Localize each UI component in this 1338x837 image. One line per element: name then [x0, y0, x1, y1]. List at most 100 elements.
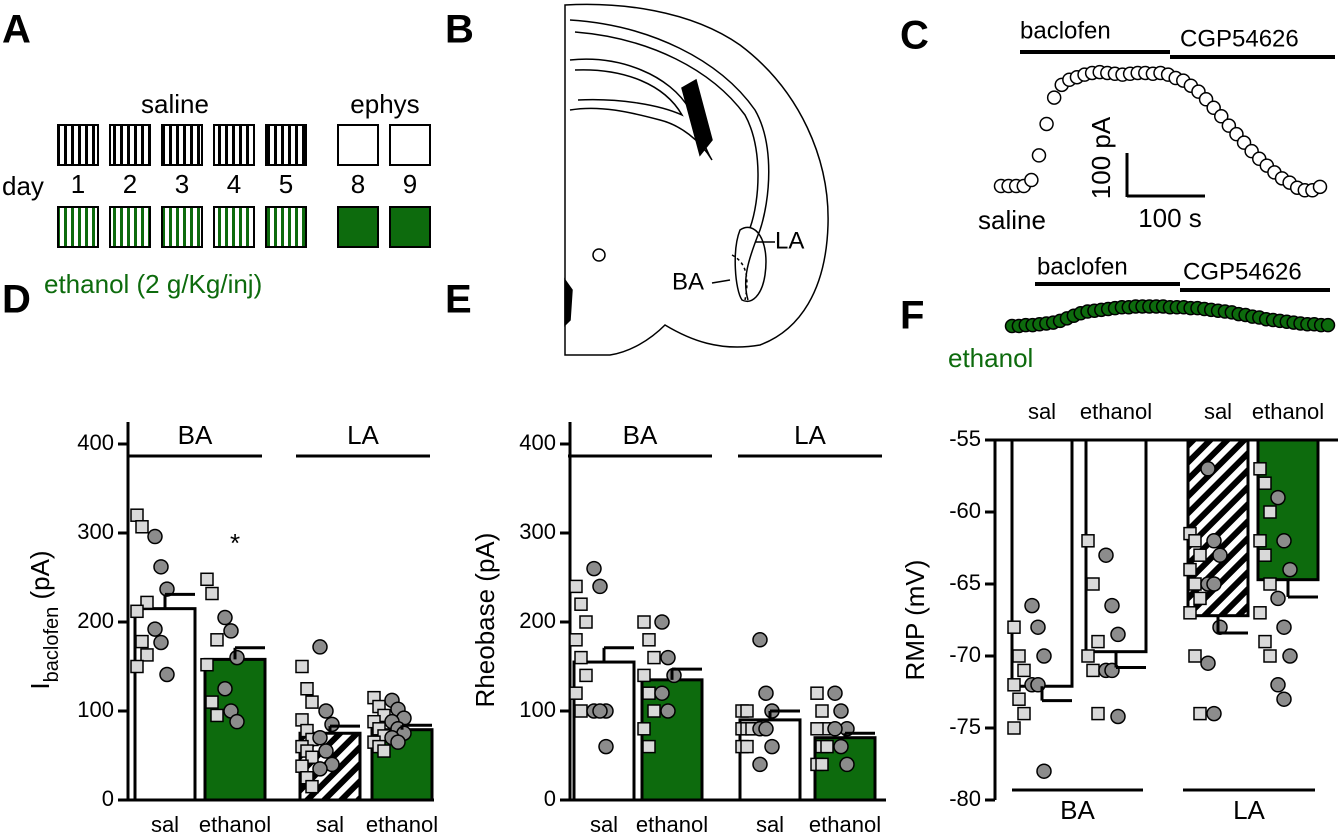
- point-circle: [390, 734, 406, 750]
- point-circle: [1036, 763, 1052, 779]
- point-circle: [312, 729, 328, 746]
- point-circle: [764, 738, 780, 755]
- point-circle: [839, 756, 855, 773]
- ethanol-box: [57, 206, 99, 248]
- y-tick-label: -75: [949, 714, 981, 739]
- y-tick-label: -65: [949, 570, 981, 595]
- trace-point: [1214, 109, 1229, 124]
- y-tick-label: 200: [519, 608, 556, 633]
- point-square: [647, 704, 661, 718]
- brain-section: [564, 3, 829, 356]
- point-circle: [827, 721, 843, 737]
- point-circle: [1036, 648, 1052, 664]
- point-circle: [654, 685, 670, 701]
- y-tick-label: 300: [77, 519, 114, 544]
- point-circle: [1200, 461, 1216, 477]
- category-label: sal: [1204, 399, 1232, 424]
- point-circle: [1110, 708, 1126, 725]
- point-square: [1193, 706, 1207, 721]
- annotation: *: [230, 528, 240, 558]
- point-square: [140, 595, 154, 610]
- y-tick-label: 300: [519, 519, 556, 544]
- scale-x: 100 s: [1138, 203, 1202, 233]
- point-square: [637, 668, 651, 683]
- panel-label: F: [900, 294, 924, 338]
- day-number: 2: [123, 169, 137, 199]
- ethanol-box: [337, 206, 379, 248]
- ethanol-box: [213, 206, 255, 248]
- y-tick-label: 400: [519, 430, 556, 455]
- bar: [203, 657, 267, 802]
- point-circle: [1276, 691, 1292, 707]
- point-square: [810, 686, 824, 700]
- point-circle: [223, 623, 239, 639]
- group-label: BA: [1060, 795, 1095, 825]
- day-number: 1: [71, 169, 85, 199]
- saline-box: [389, 124, 431, 166]
- scale-y: 100 pA: [1086, 116, 1116, 199]
- point-square: [740, 739, 754, 754]
- ethanol-box: [389, 206, 431, 248]
- point-square: [569, 686, 583, 700]
- point-square: [642, 633, 656, 647]
- point-square: [1086, 663, 1100, 678]
- point-square: [295, 759, 309, 773]
- point-square: [1258, 634, 1272, 649]
- point-circle: [318, 743, 334, 759]
- y-label-part: (pA): [25, 550, 55, 606]
- ethanol-box: [265, 206, 307, 248]
- category-label: ethanol: [199, 812, 271, 837]
- day-number: 3: [175, 169, 189, 199]
- point-square: [569, 633, 583, 647]
- saline-box: [265, 124, 307, 166]
- point-square: [1193, 548, 1207, 562]
- point-square: [569, 579, 583, 594]
- point-square: [1258, 476, 1272, 490]
- point-circle: [324, 716, 340, 733]
- charts: 0 100 200 300 400 Ibaclofen (pA) BA LA sal ethano…: [25, 399, 1338, 837]
- day-number: 4: [227, 169, 241, 199]
- trace-point: [1320, 317, 1336, 333]
- point-circle: [147, 528, 163, 545]
- point-square: [1263, 577, 1277, 591]
- point-circle: [229, 713, 245, 730]
- point-square: [1017, 706, 1031, 721]
- ephys-label: ephys: [350, 89, 419, 119]
- point-square: [305, 750, 319, 765]
- point-circle: [654, 614, 670, 630]
- category-label: ethanol: [1252, 399, 1324, 424]
- y-tick-label: 200: [77, 608, 114, 633]
- drug-label: CGP54626: [1180, 25, 1299, 52]
- point-circle: [592, 578, 608, 595]
- group-label: BA: [178, 420, 213, 450]
- category-label: sal: [1028, 399, 1056, 424]
- point-square: [1081, 649, 1095, 663]
- bar: [1084, 438, 1148, 654]
- point-circle: [1282, 648, 1298, 664]
- point-square: [1263, 505, 1277, 519]
- point-circle: [1270, 677, 1286, 693]
- point-square: [637, 722, 651, 736]
- category-label: sal: [151, 812, 179, 837]
- point-circle: [833, 738, 849, 755]
- point-circle: [159, 581, 175, 597]
- point-square: [305, 695, 319, 709]
- category-label: sal: [590, 812, 618, 837]
- y-axis-label: RMP (mV): [900, 560, 930, 681]
- point-circle: [153, 559, 169, 575]
- category-label: ethanol: [366, 812, 438, 837]
- point-circle: [833, 703, 849, 719]
- point-circle: [217, 681, 233, 697]
- group-label: LA: [1233, 795, 1265, 825]
- schedule: 1 2 3 4 5 8 9: [57, 124, 431, 248]
- point-square: [1007, 620, 1021, 634]
- point-square: [574, 597, 588, 611]
- point-square: [377, 744, 391, 758]
- trace-label: ethanol: [948, 343, 1033, 373]
- point-square: [300, 682, 314, 696]
- panel-label: C: [900, 14, 929, 58]
- point-square: [1183, 606, 1197, 620]
- point-square: [200, 657, 214, 672]
